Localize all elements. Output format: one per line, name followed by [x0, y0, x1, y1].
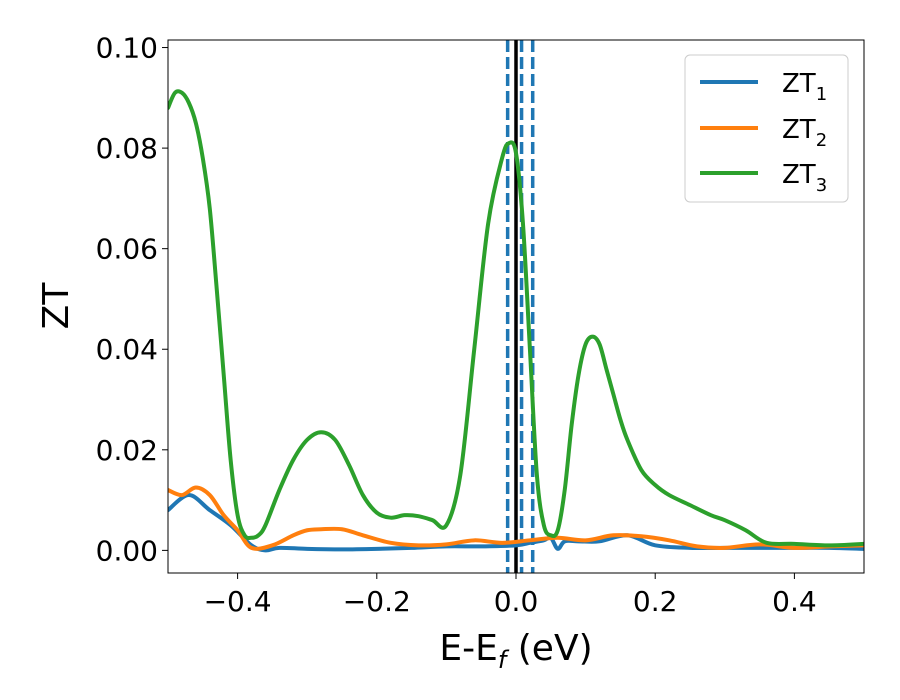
legend-label-zt2-main: ZT	[782, 115, 816, 145]
series-lines	[168, 89, 864, 553]
series-line-zt3	[168, 89, 864, 548]
x-axis-label-main: E-E	[439, 628, 497, 669]
legend-label-zt2-sub: 2	[816, 130, 827, 151]
y-tick-label: 0.08	[96, 132, 158, 165]
y-axis-label: ZT	[36, 282, 77, 330]
legend-label-zt1-sub: 1	[816, 84, 827, 105]
legend-label-zt2: ZT2	[782, 115, 827, 151]
x-tick-label: 0.0	[494, 585, 539, 618]
y-tick-label: 0.00	[96, 534, 158, 567]
y-tick-label: 0.04	[96, 333, 158, 366]
x-tick-label: 0.4	[772, 585, 817, 618]
legend-label-zt3-main: ZT	[782, 160, 816, 190]
reference-lines	[505, 40, 535, 573]
x-axis-label-unit: (eV)	[506, 628, 592, 669]
x-axis-ticks: −0.4 −0.2 0.0 0.2 0.4	[204, 573, 817, 618]
x-tick-label: 0.2	[633, 585, 678, 618]
legend-box	[684, 54, 849, 203]
x-axis-label: E-Ef (eV)	[439, 628, 592, 674]
legend-label-zt1: ZT1	[782, 69, 827, 105]
x-tick-label: −0.2	[343, 585, 411, 618]
y-tick-label: 0.10	[96, 32, 158, 65]
legend-label-zt3: ZT3	[782, 160, 827, 196]
series-line-zt2	[168, 485, 864, 551]
legend-label-zt1-main: ZT	[782, 69, 816, 99]
y-axis-ticks: 0.00 0.02 0.04 0.06 0.08 0.10	[96, 32, 168, 567]
y-tick-label: 0.06	[96, 233, 158, 266]
legend: ZT1 ZT2 ZT3	[684, 54, 849, 203]
y-tick-label: 0.02	[96, 434, 158, 467]
x-tick-label: −0.4	[204, 585, 272, 618]
legend-label-zt3-sub: 3	[816, 175, 827, 196]
